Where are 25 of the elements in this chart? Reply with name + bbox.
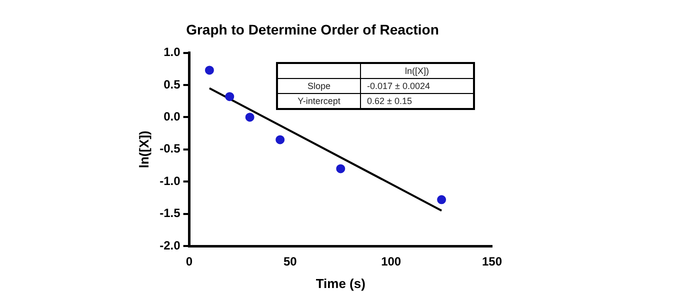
x-tick-label: 0 [186, 254, 193, 269]
point [245, 112, 254, 122]
x-tick-label: 100 [381, 254, 402, 269]
point [336, 164, 346, 174]
point [225, 92, 234, 102]
y-tick-label: 1.0 [164, 45, 181, 60]
y-tick-label: -1.5 [160, 206, 181, 220]
chart-title: Graph to Determine Order of Reaction [186, 21, 439, 38]
annotation: 0.62 ± 0.15 [360, 94, 474, 109]
x-tick-label: 150 [482, 254, 502, 269]
y-tick-label: -2.0 [160, 238, 181, 252]
annotation: ln([X]) [360, 63, 474, 78]
annotation: Slope [277, 78, 360, 94]
annotation: Y-intercept [277, 94, 360, 109]
annotation: -0.017 ± 0.0024 [360, 78, 474, 94]
x-tick-label: 50 [284, 254, 298, 269]
point [276, 135, 285, 144]
point [204, 66, 214, 75]
y-axis-title: ln([X]) [136, 130, 152, 168]
y-tick-label: 0.5 [164, 77, 181, 92]
y-tick-label: -1.0 [160, 174, 181, 188]
y-tick-label: -0.5 [160, 142, 181, 156]
point [437, 195, 446, 204]
y-tick-label: 0.0 [164, 110, 181, 124]
x-axis-title: Time (s) [316, 276, 366, 291]
